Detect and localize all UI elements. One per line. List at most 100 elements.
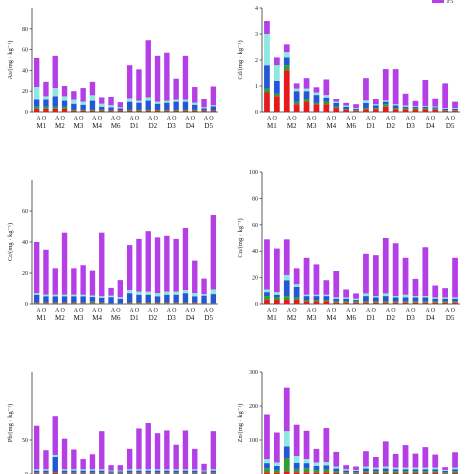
bar-segment-Cd-M1-A-F5 xyxy=(264,21,270,34)
bar-segment-Cd-M2-O-F2 xyxy=(293,101,300,105)
legend-swatch-F5 xyxy=(432,0,444,3)
bar-segment-Cu-D1-O-F5 xyxy=(372,255,379,297)
x-pair-label-Cd: A O xyxy=(307,116,318,122)
bar-segment-As-M1-O-F1 xyxy=(43,108,49,112)
bar-segment-Pb-M6-A-F5 xyxy=(108,465,114,471)
bar-segment-Pb-M2-A-F1 xyxy=(52,472,58,474)
bar-segment-Cr-D4-O-F4 xyxy=(192,293,198,297)
x-site-label-Cu-M3: M3 xyxy=(307,314,317,322)
bar-segment-Cr-M1-A-F4 xyxy=(33,293,40,295)
x-pair-label-As: A O xyxy=(36,116,47,122)
bar-segment-Cr-M1-A-F2 xyxy=(33,302,40,304)
bar-segment-Cd-M6-A-F2 xyxy=(343,109,350,110)
bar-segment-Cd-M2-O-F3 xyxy=(293,91,300,102)
bar-segment-Cu-D3-A-F2 xyxy=(402,301,409,303)
bar-segment-As-M2-O-F4 xyxy=(61,96,68,101)
bar-segment-Pb-M2-A-F5 xyxy=(52,416,58,455)
bar-segment-As-M1-A-F3 xyxy=(33,99,40,107)
bar-segment-Cd-D3-A-F4 xyxy=(402,105,409,107)
bar-segment-Pb-M6-O-F2 xyxy=(117,472,124,474)
bar-segment-Cr-D2-A-F1 xyxy=(145,303,151,304)
bar-segment-Cr-M1-A-F5 xyxy=(33,242,40,294)
bar-segment-Cu-M2-A-F5 xyxy=(283,239,290,275)
bar-segment-Cd-M4-O-F5 xyxy=(333,99,340,102)
bar-segment-As-M4-A-F3 xyxy=(89,100,96,110)
bar-segment-Cd-M3-O-F1 xyxy=(313,104,320,112)
bar-segment-As-M4-O-F4 xyxy=(99,103,105,107)
bar-segment-Cu-M4-A-F4 xyxy=(323,294,330,297)
bar-segment-Pb-M2-A-F3 xyxy=(52,457,58,472)
bar-segment-Pb-D1-A-F2 xyxy=(126,472,133,474)
bar-segment-As-D3-A-F3 xyxy=(164,102,170,110)
bar-segment-Zn-D3-A-F5 xyxy=(402,445,409,468)
bar-segment-Cu-D3-A-F3 xyxy=(402,297,409,302)
bar-segment-Cr-D2-O-F2 xyxy=(154,302,161,304)
bar-segment-Cd-M3-O-F2 xyxy=(313,102,320,105)
x-pair-label-Cu: A O xyxy=(386,308,397,314)
bar-segment-As-M1-O-F5 xyxy=(43,81,49,97)
bar-segment-Cd-D5-O-F1 xyxy=(452,110,458,112)
bar-segment-As-D4-A-F5 xyxy=(182,55,189,100)
x-site-label-Cd-D1: D1 xyxy=(367,122,376,130)
bar-segment-Cu-M1-A-F4 xyxy=(264,289,270,293)
bar-segment-Pb-M1-A-F4 xyxy=(33,469,40,471)
bar-segment-Cr-D1-A-F1 xyxy=(126,303,133,304)
bar-segment-As-M1-O-F2 xyxy=(43,106,49,109)
bar-segment-Pb-M6-A-F3 xyxy=(108,471,114,473)
bar-segment-As-M2-O-F5 xyxy=(61,86,68,97)
bar-segment-Pb-D1-O-F4 xyxy=(136,469,142,471)
bar-segment-Cd-D3-A-F1 xyxy=(402,109,409,112)
bar-segment-Cd-D2-A-F5 xyxy=(382,69,389,101)
y-axis-label-Cr: Cr/(mg · kg⁻¹) xyxy=(7,223,14,261)
bar-segment-Cu-D5-O-F4 xyxy=(452,297,458,299)
bar-segment-Pb-D1-O-F2 xyxy=(136,472,142,474)
x-site-label-Cd-D4: D4 xyxy=(426,122,435,130)
bar-segment-Cr-M3-A-F4 xyxy=(71,294,77,297)
bar-segment-As-M6-A-F3 xyxy=(108,107,114,111)
bar-segment-As-M2-A-F4 xyxy=(52,88,58,97)
bar-segment-Cr-D5-O-F3 xyxy=(210,294,217,304)
bar-segment-Cu-M6-O-F1 xyxy=(353,302,359,304)
bar-segment-Cu-M3-O-F4 xyxy=(313,294,320,297)
bar-segment-Cu-M3-O-F3 xyxy=(313,296,320,301)
bar-segment-Cd-D4-O-F3 xyxy=(432,107,439,109)
bar-segment-Pb-D3-A-F5 xyxy=(164,430,170,470)
y-tick-label-Cr: 20 xyxy=(22,271,28,277)
bar-segment-Cu-M3-A-F4 xyxy=(303,294,310,297)
bar-segment-As-M2-O-F3 xyxy=(61,100,68,107)
bar-segment-Zn-D4-A-F4 xyxy=(422,467,429,470)
bar-segment-As-D5-O-F1 xyxy=(210,110,217,112)
x-pair-label-Cu: A O xyxy=(366,308,377,314)
bar-segment-Zn-D5-A-F3 xyxy=(442,470,449,473)
bar-segment-Pb-M2-O-F4 xyxy=(61,469,68,471)
bar-segment-Cu-D2-A-F2 xyxy=(382,301,389,303)
bar-segment-Zn-D1-A-F2 xyxy=(363,471,369,473)
bar-segment-Cu-M4-O-F4 xyxy=(333,297,340,299)
bar-segment-Zn-D3-O-F1 xyxy=(412,472,419,474)
bar-segment-Pb-D5-A-F2 xyxy=(201,472,207,474)
bar-segment-As-D5-O-F5 xyxy=(210,86,217,106)
y-tick-label-Cu: 100 xyxy=(249,170,258,176)
bar-segment-As-M4-O-F5 xyxy=(99,97,105,104)
bar-segment-Cd-D2-O-F5 xyxy=(392,69,399,105)
bar-segment-Cd-M2-O-F5 xyxy=(293,83,300,89)
bar-segment-Pb-D4-A-F4 xyxy=(182,469,189,471)
bar-segment-Cr-D4-O-F2 xyxy=(192,302,198,304)
bar-segment-Zn-M6-O-F2 xyxy=(353,472,359,474)
bar-segment-Pb-D5-A-F5 xyxy=(201,463,207,471)
bar-segment-As-D5-A-F4 xyxy=(201,107,207,109)
bar-segment-Zn-M2-O-F4 xyxy=(293,455,300,463)
bar-segment-As-D3-O-F4 xyxy=(173,99,179,102)
bar-segment-Cr-M3-O-F4 xyxy=(80,294,86,297)
bar-segment-Cu-D2-A-F3 xyxy=(382,296,389,302)
bar-segment-Pb-M6-O-F4 xyxy=(117,470,124,472)
bar-segment-Zn-D2-A-F1 xyxy=(382,472,389,474)
bar-segment-As-D4-O-F3 xyxy=(192,104,198,110)
x-pair-label-As: A O xyxy=(185,116,196,122)
bar-segment-Zn-D4-A-F3 xyxy=(422,469,429,472)
bar-segment-Zn-M3-A-F4 xyxy=(303,459,310,464)
bar-segment-Cu-D3-O-F4 xyxy=(412,296,419,298)
x-site-label-Cd-D3: D3 xyxy=(406,122,415,130)
bar-segment-Pb-D1-A-F4 xyxy=(126,469,133,471)
x-pair-label-As: A O xyxy=(129,116,140,122)
